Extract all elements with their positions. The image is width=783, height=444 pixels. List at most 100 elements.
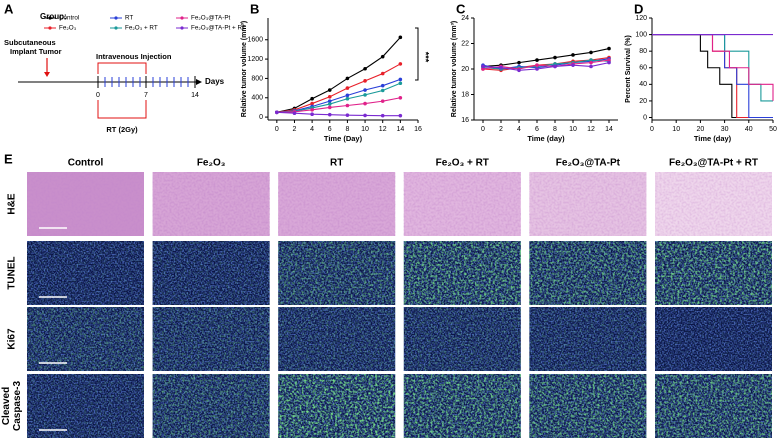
x-tick-label: 2 [293, 126, 297, 133]
signal-texture [655, 307, 772, 371]
point [517, 60, 521, 65]
x-tick-label: 0 [650, 126, 654, 133]
point [345, 86, 350, 90]
point [327, 94, 332, 99]
series-line [652, 34, 774, 101]
point [499, 65, 503, 70]
he-texture [529, 172, 647, 236]
point [398, 62, 403, 66]
signal-texture [655, 241, 772, 305]
x-tick-label: 4 [310, 126, 314, 133]
signal-texture [152, 241, 270, 305]
point [345, 76, 350, 81]
signal-texture [27, 307, 144, 371]
point [310, 112, 314, 116]
legend-label: Fe₂O₃@TA-Pt [191, 15, 231, 22]
point [310, 108, 314, 112]
y-tick-label: 20 [461, 66, 469, 73]
point [535, 67, 539, 71]
series-line [652, 34, 773, 119]
arrow-head [196, 79, 202, 85]
x-tick-label: 10 [672, 126, 680, 133]
series-line [482, 62, 610, 71]
y-axis-title: Percent Survival (%) [625, 35, 632, 103]
column-header: Fe₂O₃ + RT [436, 158, 489, 169]
legend-label: Fe₂O₃ [59, 25, 77, 32]
column-header: RT [330, 158, 343, 169]
point [398, 77, 403, 82]
point [380, 99, 385, 103]
he-texture [403, 172, 521, 236]
signal-texture [655, 374, 772, 438]
series-line [276, 111, 401, 117]
injection-ticks [104, 77, 189, 87]
day-tick-label: 14 [191, 92, 199, 99]
signal-texture [403, 374, 521, 438]
y-tick-label: 16 [461, 117, 469, 124]
series-line [276, 97, 401, 113]
point [607, 46, 611, 51]
panel-label: B [250, 1, 259, 16]
point [380, 54, 385, 59]
point [398, 35, 403, 40]
signal-texture [27, 374, 144, 438]
point [535, 63, 539, 67]
signal-texture [529, 241, 647, 305]
point [481, 67, 485, 71]
point [398, 81, 403, 86]
x-tick-label: 12 [379, 126, 387, 133]
point [380, 83, 385, 88]
legend-label: RT [125, 15, 133, 22]
x-axis-title: Time (day) [527, 134, 565, 143]
x-axis-title: Time (day) [694, 134, 732, 143]
signal-texture [27, 241, 144, 305]
series-line [276, 36, 401, 113]
signal-texture [278, 374, 396, 438]
legend-marker [48, 16, 52, 20]
x-tick-label: 40 [745, 126, 753, 133]
signal-texture [152, 307, 270, 371]
panel-label: A [4, 1, 14, 16]
signal-texture [152, 374, 270, 438]
x-tick-label: 4 [517, 126, 521, 133]
x-tick-label: 6 [328, 126, 332, 133]
signal-texture [403, 307, 521, 371]
column-header: Fe₂O₃@TA-Pt [556, 158, 621, 169]
point [363, 66, 367, 71]
x-tick-label: 50 [769, 126, 777, 133]
x-tick-label: 0 [481, 126, 485, 133]
day-tick-label: 0 [96, 92, 100, 99]
he-texture [278, 172, 396, 236]
row-label: Ki67 [7, 328, 18, 350]
day-tick-label: 7 [144, 92, 148, 99]
point [345, 93, 350, 98]
point [327, 99, 332, 103]
y-tick-label: 0 [643, 114, 647, 121]
series-line [482, 48, 610, 67]
point [589, 58, 593, 62]
injection-label: Intravenous Injection [96, 52, 172, 61]
x-tick-label: 0 [275, 126, 279, 133]
point [398, 95, 403, 100]
legend-marker [48, 26, 52, 30]
point [571, 63, 575, 67]
point [553, 62, 557, 66]
point [363, 88, 367, 92]
legend-marker [114, 26, 118, 30]
point [380, 71, 385, 76]
signal-texture [403, 241, 521, 305]
point [327, 105, 332, 110]
implant-label: Implant Tumor [10, 47, 62, 56]
series-line [482, 59, 610, 70]
rt-label: RT (2Gy) [106, 125, 138, 134]
point [607, 58, 611, 62]
y-axis-title: Relative tumor volume (mm³) [451, 21, 458, 117]
point [327, 102, 332, 106]
bracket [97, 62, 147, 74]
point [310, 101, 314, 106]
point [589, 64, 593, 69]
y-axis-title: Relative tumor volume (mm³) [241, 21, 248, 117]
row-label: H&E [7, 193, 18, 214]
